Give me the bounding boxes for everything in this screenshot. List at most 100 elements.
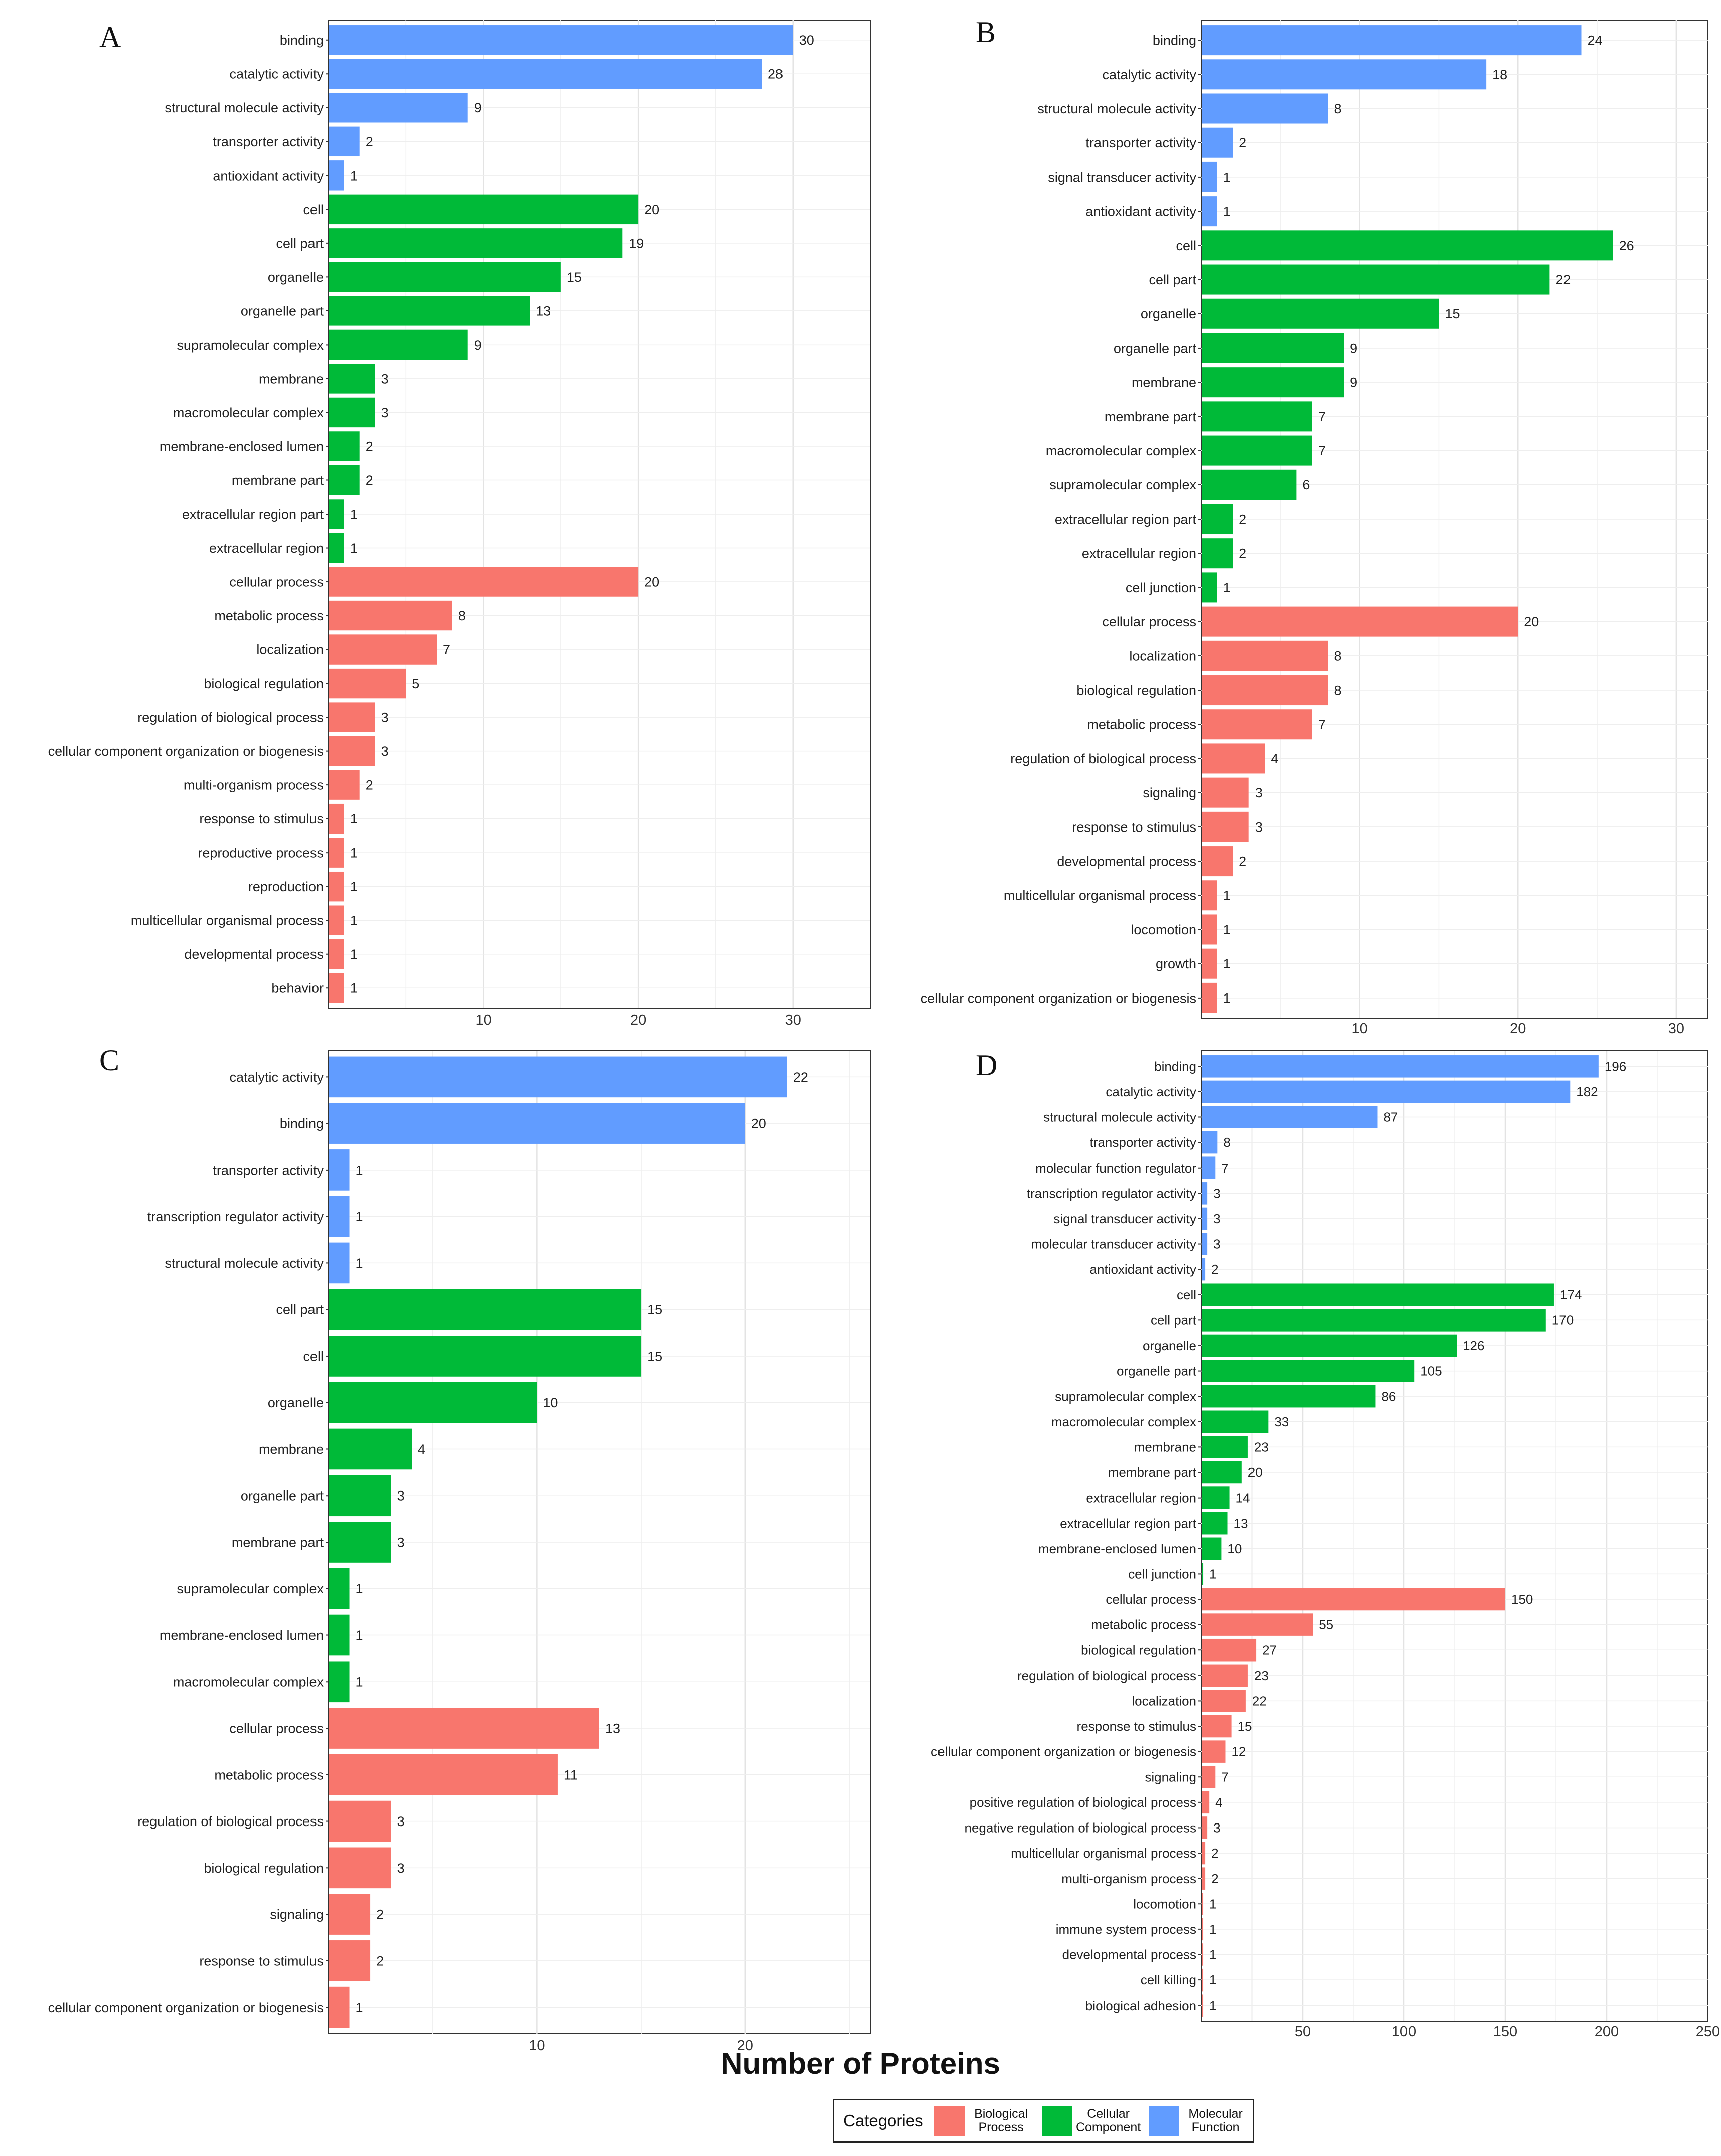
bar-cellular-process <box>1202 1588 1505 1611</box>
value-label-cell-part: 19 <box>629 236 644 251</box>
panel-letter-d: D <box>976 1049 998 1082</box>
bar-extracellular-region <box>1202 538 1233 569</box>
value-label-membrane: 23 <box>1254 1439 1269 1454</box>
bar-regulation-of-biological-process <box>1202 1664 1248 1687</box>
x-axis-title: Number of Proteins <box>721 2047 1000 2080</box>
category-label-multicellular-organismal-process: multicellular organismal process <box>131 913 324 928</box>
bar-organelle-part <box>1202 1360 1415 1382</box>
bar-supramolecular-complex <box>1202 1385 1376 1408</box>
category-label-cell-part: cell part <box>1151 1312 1197 1328</box>
bar-developmental-process <box>329 939 344 969</box>
bar-molecular-function-regulator <box>1202 1156 1216 1179</box>
value-label-cell: 20 <box>644 202 659 217</box>
category-label-response-to-stimulus: response to stimulus <box>1077 1719 1196 1734</box>
bar-organelle <box>329 262 561 292</box>
category-label-cellular-process: cellular process <box>229 1721 324 1736</box>
bar-supramolecular-complex <box>329 1568 350 1609</box>
category-label-cell-part: cell part <box>1149 272 1196 287</box>
category-label-catalytic-activity: catalytic activity <box>229 1070 324 1085</box>
bar-response-to-stimulus <box>1202 1715 1232 1738</box>
category-label-membrane-part: membrane part <box>232 473 324 488</box>
bar-biological-regulation <box>329 668 406 699</box>
value-label-cellular-process: 13 <box>605 1721 620 1736</box>
value-label-regulation-of-biological-process: 3 <box>381 710 389 725</box>
value-label-membrane-enclosed-lumen: 2 <box>366 439 373 454</box>
bar-signaling <box>1202 1765 1216 1788</box>
bar-organelle-part <box>1202 333 1344 363</box>
value-label-binding: 24 <box>1588 33 1603 48</box>
value-label-localization: 8 <box>1334 648 1342 664</box>
category-label-macromolecular-complex: macromolecular complex <box>1051 1414 1196 1429</box>
bar-transcription-regulator-activity <box>1202 1182 1208 1205</box>
value-label-positive-regulation-of-biological-process: 4 <box>1215 1795 1222 1810</box>
value-label-catalytic-activity: 182 <box>1576 1084 1598 1099</box>
bar-multi-organism-process <box>329 770 360 800</box>
value-label-cell-junction: 1 <box>1223 580 1231 595</box>
value-label-organelle: 15 <box>1445 306 1460 321</box>
category-label-catalytic-activity: catalytic activity <box>1106 1084 1196 1099</box>
bar-locomotion <box>1202 914 1217 945</box>
category-label-signal-transducer-activity: signal transducer activity <box>1053 1211 1196 1226</box>
category-label-transporter-activity: transporter activity <box>1090 1135 1196 1150</box>
bar-reproduction <box>329 871 344 902</box>
value-label-catalytic-activity: 22 <box>793 1070 808 1085</box>
category-label-signaling: signaling <box>1145 1769 1196 1784</box>
value-label-multi-organism-process: 2 <box>366 778 373 793</box>
bar-metabolic-process <box>1202 1613 1313 1636</box>
category-label-response-to-stimulus: response to stimulus <box>1072 819 1196 835</box>
value-label-response-to-stimulus: 2 <box>376 1953 384 1968</box>
bar-signaling <box>329 1894 371 1935</box>
x-tick-label-a-20: 20 <box>630 1012 646 1028</box>
value-label-binding: 196 <box>1605 1059 1626 1074</box>
bar-multicellular-organismal-process <box>1202 1842 1206 1865</box>
value-label-cell: 15 <box>647 1349 662 1364</box>
bar-cell <box>1202 230 1613 261</box>
value-label-membrane-part: 7 <box>1318 409 1326 424</box>
value-label-membrane-part: 20 <box>1248 1465 1263 1480</box>
bar-cellular-component-organization-or-biogenesis <box>1202 982 1217 1013</box>
category-label-transporter-activity: transporter activity <box>213 1163 324 1178</box>
bar-binding <box>329 1103 745 1144</box>
bar-macromolecular-complex <box>1202 1410 1269 1433</box>
category-label-organelle-part: organelle part <box>1117 1364 1197 1379</box>
category-label-supramolecular-complex: supramolecular complex <box>177 1581 324 1596</box>
value-label-extracellular-region-part: 13 <box>1234 1516 1248 1531</box>
bar-regulation-of-biological-process <box>1202 743 1265 774</box>
value-label-structural-molecule-activity: 87 <box>1383 1110 1398 1125</box>
category-label-membrane: membrane <box>259 371 324 386</box>
bar-cell-part <box>329 1289 642 1331</box>
value-label-metabolic-process: 8 <box>458 608 466 623</box>
category-label-cellular-process: cellular process <box>1106 1592 1196 1607</box>
value-label-membrane: 3 <box>381 371 389 386</box>
value-label-growth: 1 <box>1223 956 1231 971</box>
bar-structural-molecule-activity <box>1202 93 1328 124</box>
x-tick-label-d-250: 250 <box>1696 2024 1720 2040</box>
bar-positive-regulation-of-biological-process <box>1202 1791 1210 1814</box>
legend-item-molecular-function: Molecular Function <box>1149 2106 1248 2136</box>
legend-label-molecular-function: Molecular Function <box>1188 2107 1243 2134</box>
bar-supramolecular-complex <box>329 329 468 360</box>
value-label-macromolecular-complex: 3 <box>381 405 389 420</box>
value-label-cell-part: 170 <box>1552 1312 1574 1328</box>
bar-localization <box>1202 1690 1246 1712</box>
bar-biological-regulation <box>329 1847 391 1889</box>
x-tick-label-c-20: 20 <box>737 2038 753 2054</box>
value-label-cell-part: 15 <box>647 1302 662 1317</box>
value-label-extracellular-region: 2 <box>1239 546 1246 561</box>
x-tick-label-d-100: 100 <box>1392 2024 1416 2040</box>
value-label-developmental-process: 1 <box>350 947 358 962</box>
value-label-transporter-activity: 1 <box>356 1163 363 1178</box>
bar-biological-regulation <box>1202 675 1328 706</box>
category-label-extracellular-region-part: extracellular region part <box>1060 1516 1196 1531</box>
value-label-antioxidant-activity: 1 <box>350 168 358 183</box>
value-label-cellular-component-organization-or-biogenesis: 12 <box>1231 1744 1246 1759</box>
value-label-signaling: 2 <box>376 1907 384 1922</box>
category-label-biological-regulation: biological regulation <box>1076 683 1196 698</box>
category-label-transporter-activity: transporter activity <box>213 134 324 149</box>
category-label-binding: binding <box>280 33 324 48</box>
bar-cellular-process <box>329 567 639 597</box>
bar-transporter-activity <box>1202 1131 1218 1154</box>
category-label-cellular-component-organization-or-biogenesis: cellular component organization or bioge… <box>931 1744 1196 1759</box>
bar-reproductive-process <box>329 838 344 868</box>
